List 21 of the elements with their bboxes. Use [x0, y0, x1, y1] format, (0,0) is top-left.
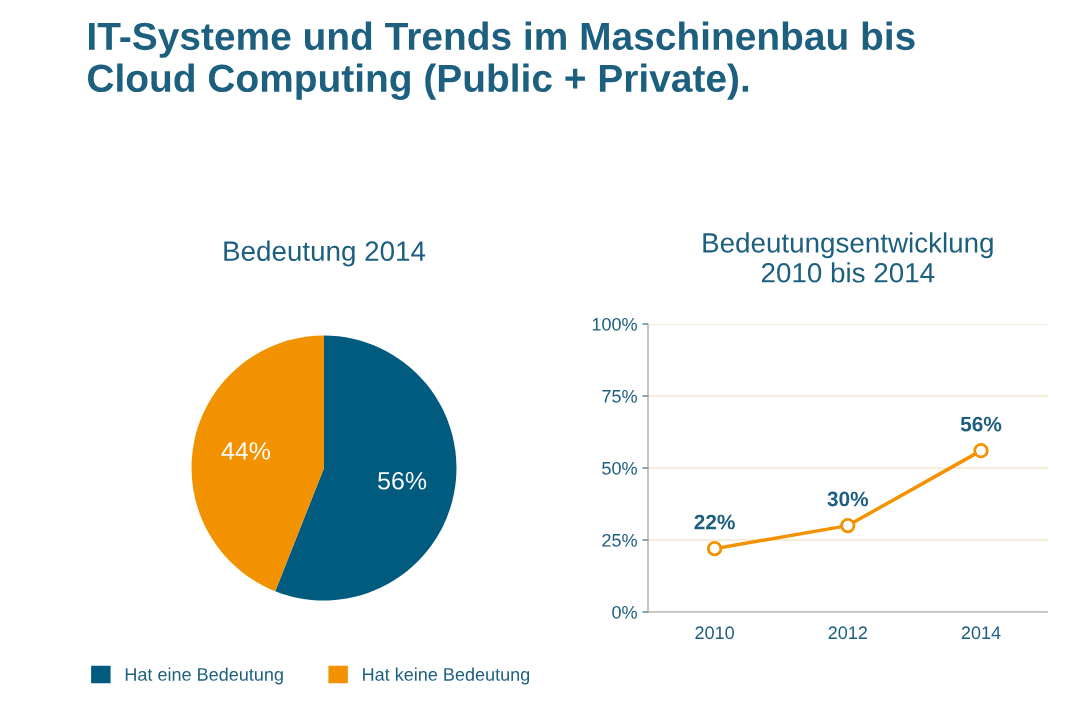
data-label: 22% [694, 514, 735, 530]
legend-label: Hat keine Bedeutung [363, 667, 530, 685]
legend-label: Hat eine Bedeutung [125, 667, 283, 685]
point [973, 443, 989, 459]
chart-title: Bedeutungsentwicklung 2010 bis 2014 [703, 232, 993, 283]
y-tick-label: 100% [592, 317, 637, 331]
x-tick-label: 2012 [828, 626, 867, 640]
data-label: 30% [827, 491, 869, 507]
x-tick-label: 2014 [961, 626, 1001, 640]
y-tick-label: 25% [602, 533, 637, 547]
point [840, 517, 856, 534]
x-tick-label: 2010 [695, 626, 734, 640]
y-tick-label: 50% [602, 461, 637, 475]
y-tick-label: 0% [612, 605, 637, 619]
y-tick-label: 75% [602, 390, 637, 403]
data-label: 56% [960, 416, 1002, 432]
chart-subtitle: Bedeutung 2014 [224, 240, 426, 267]
data-label: 44% [221, 442, 271, 460]
data-label: 56% [378, 471, 427, 490]
chart-title: IT-Systeme und Trends im Maschinenbau bis Cloud Computing (Public + Private). [88, 21, 915, 100]
point [706, 541, 723, 557]
